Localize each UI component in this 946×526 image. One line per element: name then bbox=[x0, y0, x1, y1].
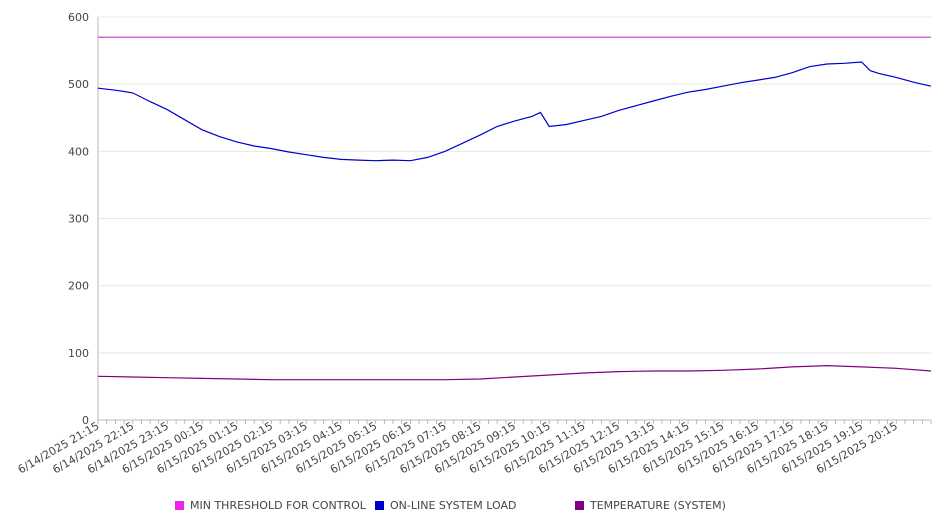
legend-item-system-load[interactable]: ON-LINE SYSTEM LOAD bbox=[375, 496, 516, 514]
legend-item-min-threshold[interactable]: MIN THRESHOLD FOR CONTROL bbox=[175, 496, 366, 514]
x-axis-ticks: 6/14/2025 21:156/14/2025 22:156/14/2025 … bbox=[16, 419, 900, 476]
y-tick-label: 200 bbox=[68, 280, 89, 293]
legend-swatch bbox=[175, 500, 184, 510]
y-tick-label: 0 bbox=[82, 414, 89, 427]
series-line-temperature bbox=[97, 364, 932, 381]
legend-swatch bbox=[375, 500, 384, 510]
legend-label: ON-LINE SYSTEM LOAD bbox=[390, 498, 517, 512]
y-tick-label: 500 bbox=[68, 78, 89, 91]
y-tick-label: 100 bbox=[68, 347, 89, 360]
series-line-system-load bbox=[97, 61, 932, 162]
line-chart: 0 100 200 300 400 500 600 6/14/2025 21:156/14/… bbox=[16, 11, 932, 476]
legend-label: MIN THRESHOLD FOR CONTROL bbox=[190, 498, 366, 512]
y-tick-label: 600 bbox=[68, 11, 89, 24]
y-tick-label: 400 bbox=[68, 145, 89, 158]
y-axis-ticks: 0 100 200 300 400 500 600 bbox=[68, 11, 89, 427]
axes bbox=[97, 17, 932, 424]
y-tick-label: 300 bbox=[68, 213, 89, 226]
legend: MIN THRESHOLD FOR CONTROL ON-LINE SYSTEM… bbox=[0, 496, 946, 516]
grid-lines bbox=[98, 16, 931, 354]
legend-label: TEMPERATURE (SYSTEM) bbox=[590, 498, 726, 512]
legend-swatch bbox=[575, 500, 584, 510]
series-lines bbox=[97, 36, 932, 381]
legend-item-temperature[interactable]: TEMPERATURE (SYSTEM) bbox=[575, 496, 726, 514]
